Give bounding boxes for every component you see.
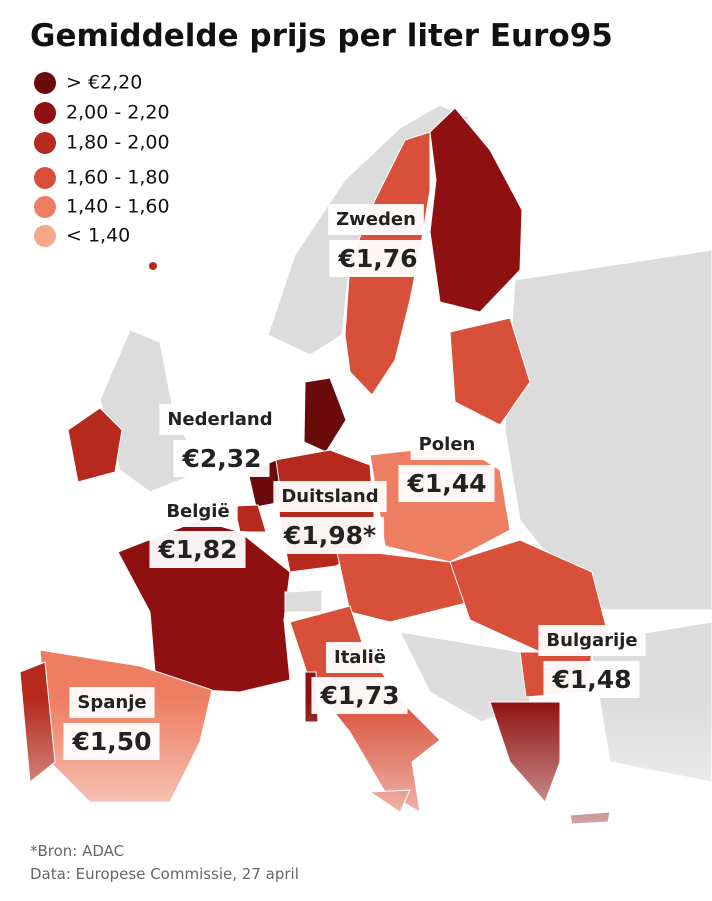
legend-label: 1,60 - 1,80 — [66, 167, 170, 189]
legend-label: 1,40 - 1,60 — [66, 196, 170, 218]
legend: > €2,20 2,00 - 2,20 1,80 - 2,00 1,60 - 1… — [34, 72, 170, 247]
country-label: Zweden €1,76 — [328, 204, 426, 277]
belgium — [233, 504, 267, 533]
price-box — [63, 723, 160, 760]
legend-label: < 1,40 — [66, 225, 130, 247]
ireland — [67, 407, 123, 483]
country-price: €1,44 — [406, 469, 486, 498]
country-label: Spanje €1,50 — [63, 687, 160, 760]
title: Gemiddelde prijs per liter Euro95 — [30, 18, 613, 54]
country-price: €2,32 — [181, 444, 261, 473]
country-name: Bulgarije — [546, 630, 637, 651]
denmark — [303, 377, 347, 453]
country-label: Italië €1,73 — [311, 642, 408, 714]
country-label: Polen €1,44 — [398, 429, 495, 502]
country-name: Duitsland — [281, 486, 378, 507]
country-price: €1,98* — [283, 521, 376, 550]
source: *Bron: ADAC — [30, 842, 124, 860]
price-box — [329, 240, 426, 277]
country-name: Polen — [419, 434, 476, 455]
switzerland — [284, 589, 323, 613]
price-box — [398, 465, 495, 502]
label-box — [326, 642, 394, 673]
label-box — [410, 429, 484, 460]
legend-label: 1,80 - 2,00 — [66, 132, 170, 154]
legend-swatch — [34, 167, 56, 189]
poland — [369, 444, 511, 563]
country-price: €1,82 — [157, 535, 237, 564]
country-label: Nederland €2,32 — [159, 404, 281, 477]
price-box — [543, 661, 640, 698]
label-box — [328, 204, 424, 235]
legend-label: > €2,20 — [66, 72, 142, 94]
country-name: België — [166, 501, 229, 522]
legend-swatch — [34, 132, 56, 154]
finland — [429, 107, 523, 313]
label-box — [538, 625, 646, 656]
country-name: Nederland — [167, 409, 272, 430]
country-name: Italië — [334, 647, 386, 668]
country-label: Duitsland €1,98* — [273, 481, 387, 554]
label-box — [158, 496, 238, 527]
country-price: €1,50 — [71, 727, 151, 756]
central-europe — [335, 547, 471, 623]
country-price: €1,48 — [551, 665, 631, 694]
price-box — [173, 440, 270, 477]
label-box — [159, 404, 281, 435]
data-note: Data: Europese Commissie, 27 april — [30, 865, 299, 883]
baltics — [449, 317, 531, 426]
legend-swatch — [34, 225, 56, 247]
label-box — [273, 481, 387, 512]
iceland — [149, 262, 157, 270]
legend-swatch — [34, 102, 56, 124]
price-box — [149, 531, 246, 568]
country-label: Bulgarije €1,48 — [538, 625, 646, 698]
country-name: Zweden — [336, 209, 416, 230]
country-name: Spanje — [77, 692, 146, 713]
country-label: België €1,82 — [149, 496, 246, 568]
country-labels: Zweden €1,76 Nederland €2,32 België €1,82 Duit… — [63, 204, 646, 760]
label-box — [69, 687, 155, 718]
legend-label: 2,00 - 2,20 — [66, 102, 170, 124]
country-price: €1,76 — [337, 244, 417, 273]
price-box — [311, 677, 408, 714]
price-box — [274, 517, 385, 554]
country-price: €1,73 — [319, 681, 399, 710]
legend-swatch — [34, 72, 56, 94]
legend-swatch — [34, 196, 56, 218]
